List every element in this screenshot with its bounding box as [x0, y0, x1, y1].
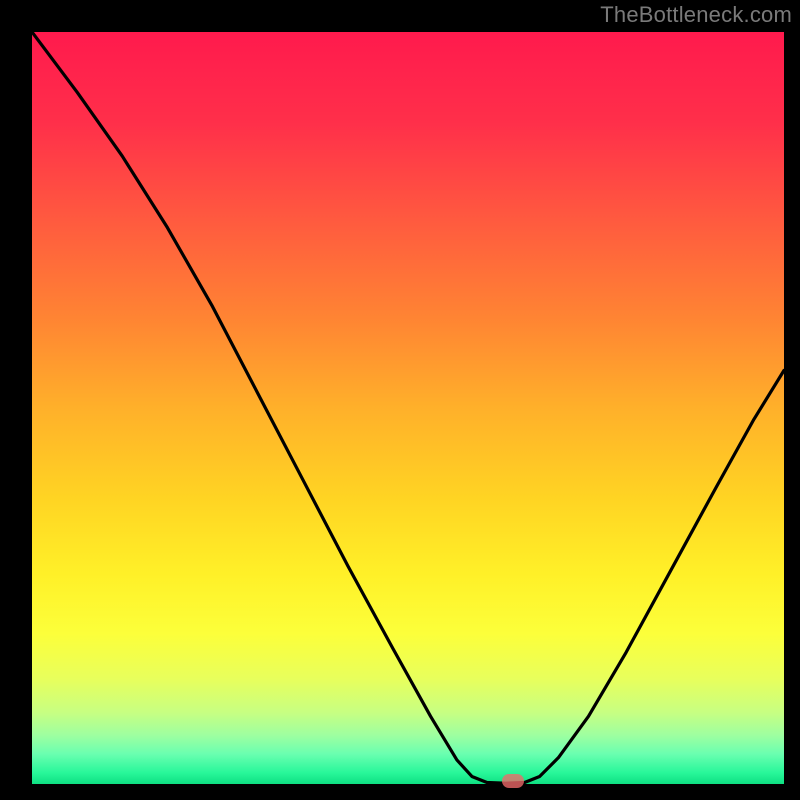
gradient-background [32, 32, 784, 784]
plot-area [32, 32, 784, 784]
watermark-label: TheBottleneck.com [600, 2, 792, 28]
optimum-marker [502, 774, 524, 788]
plot-svg [32, 32, 784, 784]
chart-root: TheBottleneck.com [0, 0, 800, 800]
